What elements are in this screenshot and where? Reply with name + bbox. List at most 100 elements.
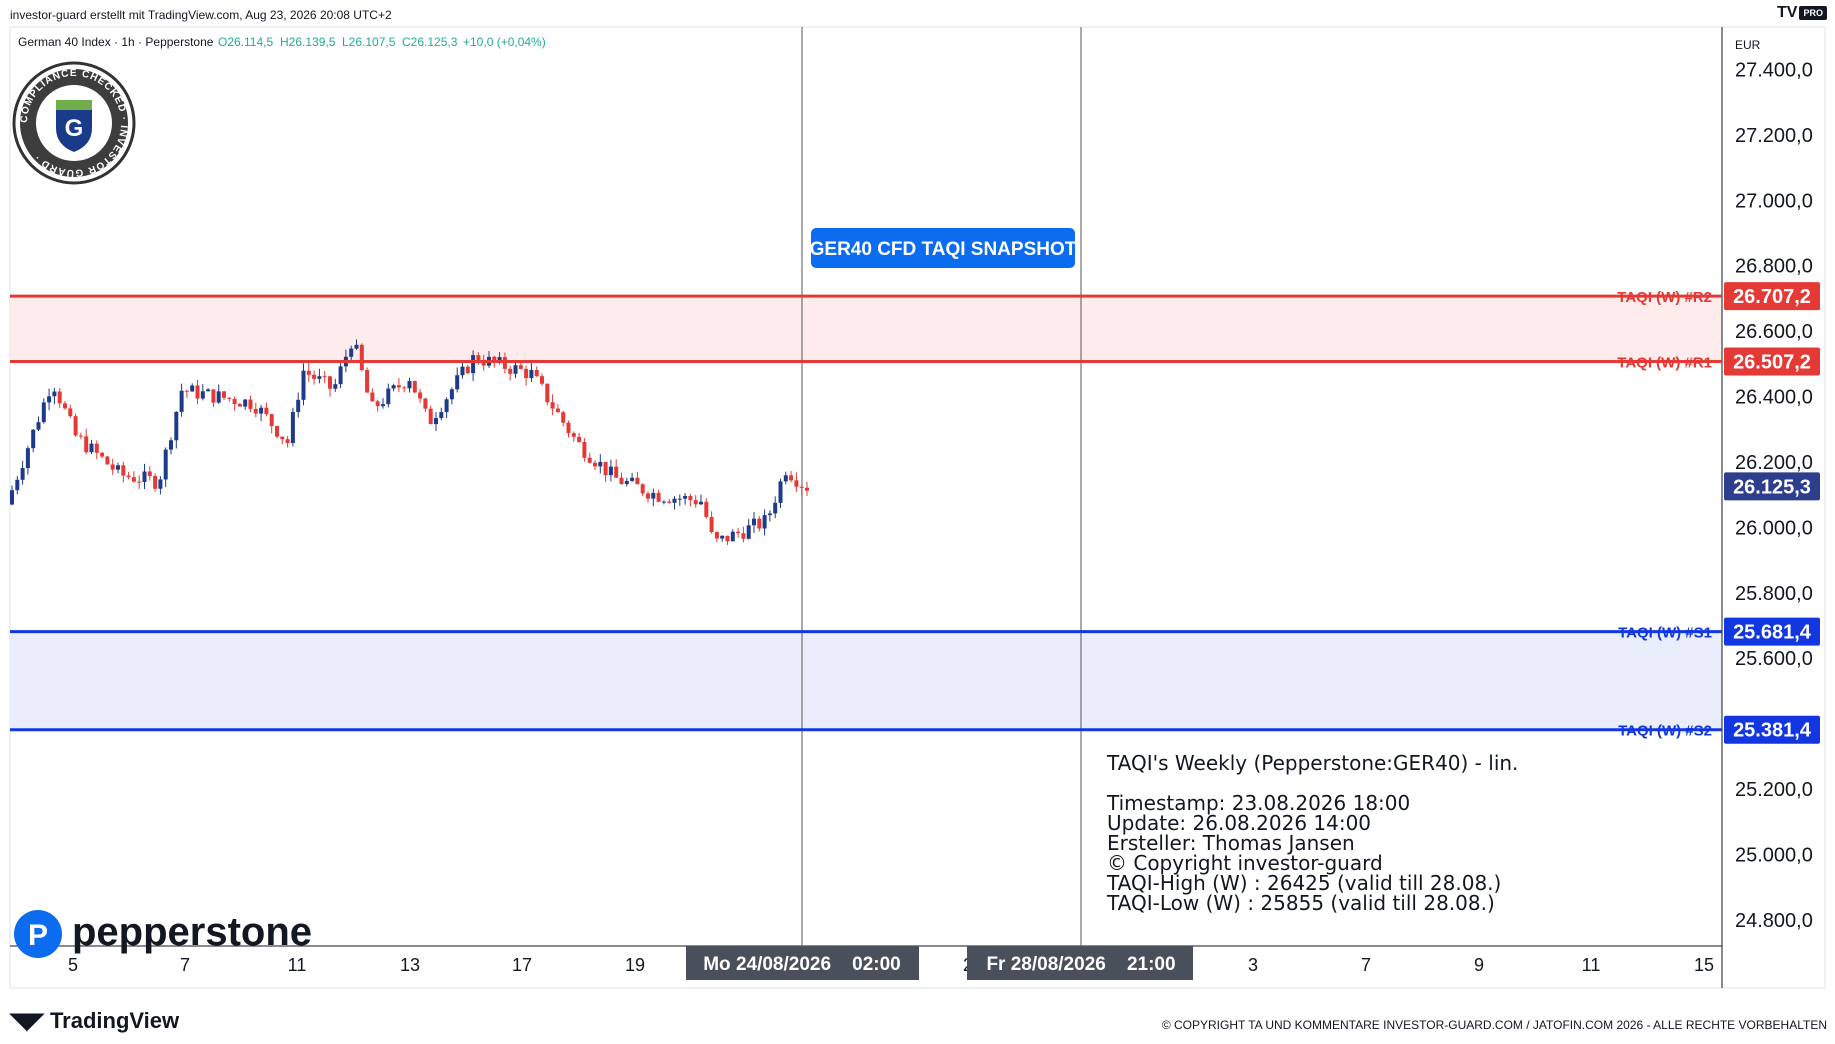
candle-body [428, 408, 433, 425]
candle [100, 451, 105, 459]
candle [317, 368, 322, 384]
candle [677, 494, 682, 506]
candle-body [105, 456, 110, 465]
date-marker-2-bg [967, 946, 1193, 980]
candle-body [767, 513, 772, 516]
candle [540, 373, 544, 386]
candle [434, 412, 438, 432]
candle [243, 398, 248, 410]
candle-body [799, 486, 804, 488]
candle-body [455, 375, 460, 390]
candle [550, 394, 555, 416]
candle [285, 436, 290, 448]
y-tick-7: 26.000,0 [1735, 517, 1813, 539]
candle-body [778, 481, 783, 503]
candle-body [338, 366, 343, 385]
candle [338, 359, 343, 389]
candle [736, 528, 741, 538]
candle [640, 483, 645, 497]
price-axis[interactable]: 27.400,0 27.200,0 27.000,0 26.800,0 26.600,0… [1735, 60, 1813, 932]
candle [555, 404, 560, 413]
candle-body [577, 436, 582, 442]
candle [714, 531, 719, 543]
level-value-bg-3 [1724, 715, 1820, 744]
candle [794, 472, 799, 492]
snapshot-label-text: GER40 CFD TAQI SNAPSHOT [810, 239, 1077, 260]
candles-layer [10, 339, 809, 545]
tradingview-logo: ◥◤ TradingView [10, 1008, 179, 1034]
candle-body [593, 462, 597, 467]
candle-body [253, 408, 258, 414]
bottom-bar: ◥◤ TradingView © COPYRIGHT TA UND KOMMEN… [0, 1000, 1835, 1044]
candle-body [137, 481, 142, 483]
candle-body [418, 392, 423, 399]
candle [656, 490, 661, 503]
date-marker-1[interactable]: Mo 24/08/2026 02:00 [686, 946, 919, 980]
candle-body [296, 399, 301, 413]
candle [465, 364, 470, 375]
candle [566, 420, 571, 438]
candle-body [36, 422, 41, 430]
candle-body [222, 391, 226, 398]
candle-body [805, 487, 809, 491]
candle [386, 383, 391, 408]
candle-body [672, 498, 677, 503]
candle [365, 367, 370, 393]
candle-body [227, 397, 232, 399]
candle-body [524, 368, 529, 379]
candle [646, 491, 650, 503]
candle-body [232, 398, 237, 405]
candle [137, 475, 142, 490]
candle [31, 429, 36, 453]
candle [534, 366, 539, 377]
candle [264, 402, 269, 417]
pepperstone-wordmark: pepperstone [72, 910, 312, 954]
candle-body [94, 443, 99, 453]
candle [349, 345, 354, 361]
candle-body [349, 348, 354, 357]
candle-body [31, 429, 36, 449]
candle [455, 367, 460, 393]
candle [582, 438, 587, 462]
candle-body [301, 370, 306, 400]
x-tick-7: 3 [1248, 955, 1258, 975]
candle [47, 388, 52, 411]
price-chart[interactable]: TAQI (W) #R2 26.707,2 TAQI (W) #R1 26.507,2… [0, 0, 1835, 1000]
candle-body [513, 365, 518, 374]
candle-body [534, 369, 539, 377]
candle [693, 495, 698, 508]
candle [253, 402, 258, 418]
candle [259, 404, 264, 422]
candle [354, 339, 359, 350]
candle-body [259, 407, 264, 414]
candle [84, 428, 89, 455]
candle-body [41, 402, 46, 423]
candle [741, 526, 746, 543]
candle [41, 398, 46, 424]
candle-body [746, 525, 751, 539]
candle-body [126, 475, 131, 478]
symbol-line: German 40 Index · 1h · Pepperstone [18, 35, 214, 49]
candle-body [195, 385, 200, 399]
candle-body [757, 518, 762, 529]
candle-body [656, 492, 661, 502]
candle [15, 476, 20, 495]
candle-body [158, 479, 163, 489]
candle [328, 375, 332, 397]
x-tick-2: 11 [288, 955, 307, 975]
pepperstone-icon-letter: P [28, 919, 48, 952]
date-marker-2[interactable]: Fr 28/08/2026 21:00 [967, 946, 1193, 980]
candle-body [720, 535, 725, 539]
candle [370, 388, 375, 402]
candle-body [243, 399, 248, 407]
candle-body [752, 518, 756, 526]
candle [301, 363, 306, 406]
candle-body [587, 457, 592, 463]
candle [720, 535, 725, 542]
info-author: Ersteller: Thomas Jansen [1107, 831, 1355, 855]
ohlc-close: C26.125,3 [402, 35, 458, 49]
candle-body [561, 412, 566, 423]
candle-body [179, 390, 184, 412]
candle-body [789, 475, 794, 481]
candle-body [423, 398, 428, 409]
